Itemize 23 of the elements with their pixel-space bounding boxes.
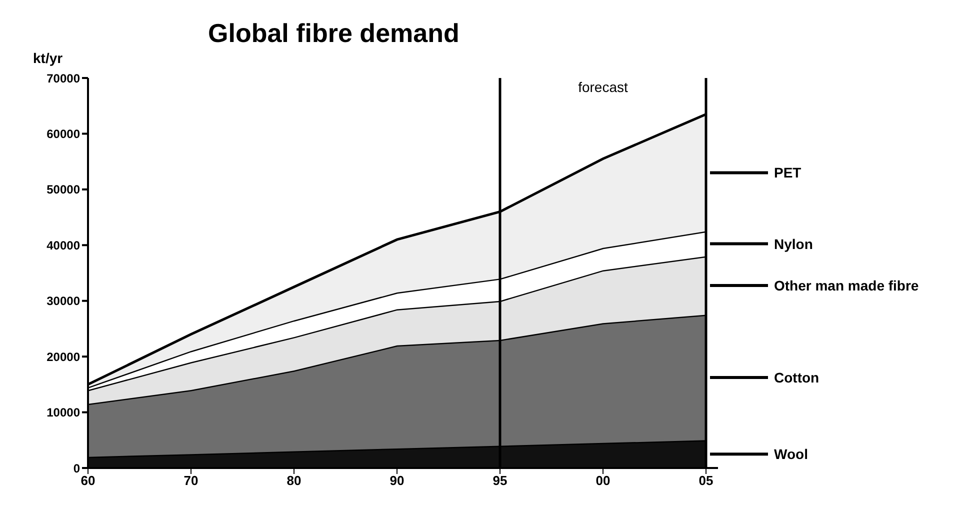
legend-label: PET (774, 164, 802, 181)
x-tick-label: 90 (390, 473, 404, 488)
x-tick-label: 80 (286, 473, 302, 488)
y-axis-title: kt/yr (33, 50, 63, 66)
y-tick-label: 60000 (46, 126, 80, 141)
y-tick-label: 70000 (46, 71, 80, 86)
x-tick-label: 95 (492, 473, 508, 488)
legend-label: Cotton (774, 369, 820, 386)
y-tick-label: 40000 (46, 238, 80, 252)
annotation: forecast (578, 79, 628, 95)
legend-label: Nylon (774, 236, 813, 252)
y-tick-label: 50000 (46, 182, 80, 197)
y-tick-label: 10000 (46, 406, 80, 420)
y-tick-label: 30000 (46, 294, 80, 308)
x-tick-label: 70 (184, 473, 198, 488)
legend-label: Other man made fibre (774, 278, 919, 294)
x-tick-label: 60 (80, 473, 96, 488)
y-tick-label: 0 (73, 461, 80, 476)
legend-label: Wool (774, 446, 808, 462)
y-tick-label: 20000 (46, 350, 80, 364)
chart-title: Global fibre demand (208, 18, 460, 49)
x-tick-label: 00 (596, 473, 610, 488)
x-tick-label: 05 (698, 473, 714, 488)
